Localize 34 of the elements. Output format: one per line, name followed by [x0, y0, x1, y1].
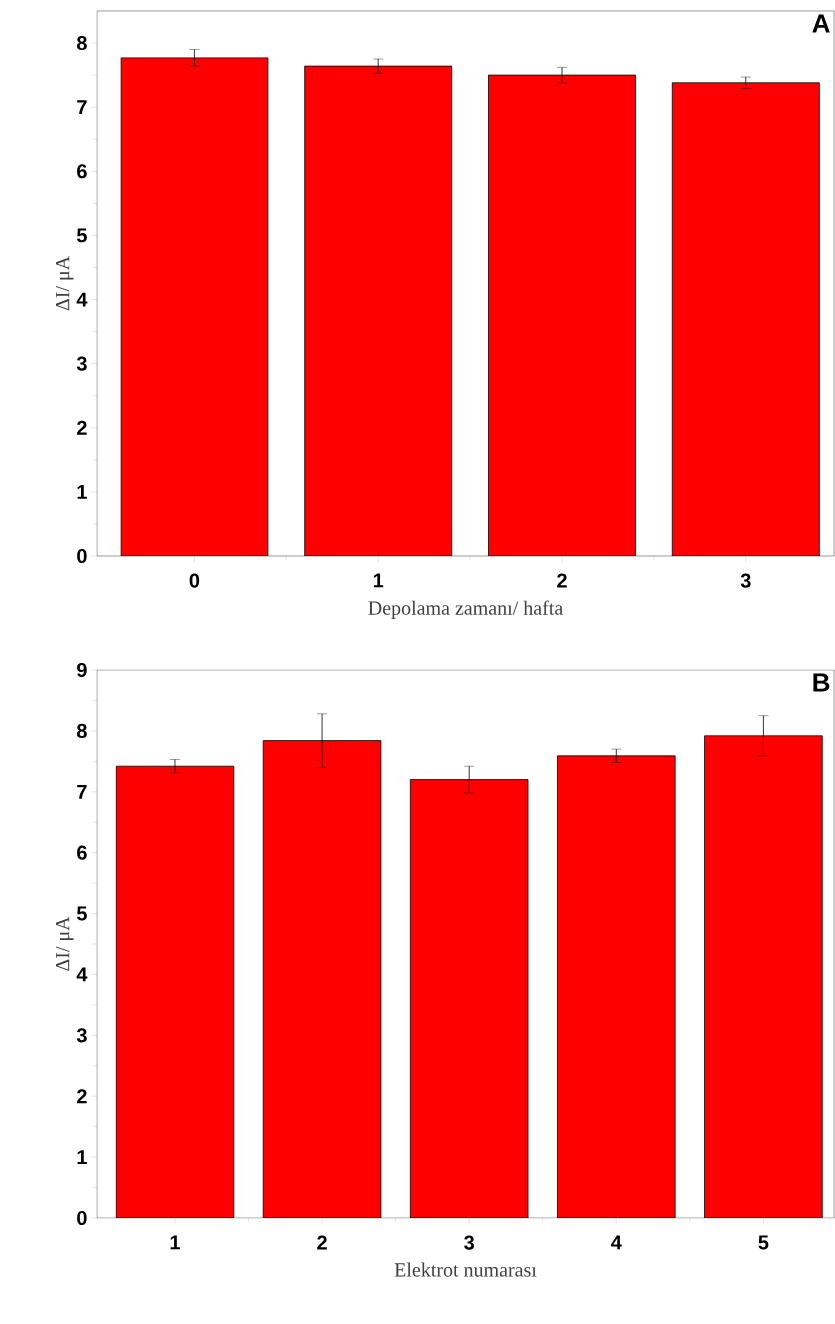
- y-axis-title: ΔI/ μA: [56, 256, 74, 311]
- y-tick-label: 7: [77, 100, 87, 115]
- x-tick-label: 3: [464, 1235, 475, 1250]
- x-tick-label: 1: [170, 1235, 180, 1250]
- y-tick-label: 4: [76, 967, 88, 982]
- y-tick-label: 0: [77, 548, 87, 564]
- y-tick-label: 4: [76, 292, 88, 307]
- x-tick-label: 2: [317, 1235, 327, 1250]
- y-tick-label: 6: [77, 845, 87, 860]
- y-tick-label: 2: [77, 420, 87, 435]
- x-tick-label: 1: [373, 573, 384, 588]
- y-tick-label: 5: [76, 906, 87, 921]
- y-axis-title: ΔI/ μA: [56, 916, 74, 971]
- y-tick-label: 8: [76, 35, 87, 51]
- annotation: A: [812, 14, 830, 33]
- x-tick-label: 3: [740, 573, 751, 588]
- x-tick-label: 2: [557, 573, 567, 588]
- y-tick-label: 0: [77, 1210, 87, 1226]
- annotation: B: [813, 673, 830, 692]
- y-tick-label: 7: [77, 784, 87, 799]
- y-tick-label: 8: [76, 723, 87, 738]
- y-tick-label: 1: [77, 1150, 87, 1164]
- x-axis-title: Depolama zamanı/ hafta: [368, 600, 563, 619]
- y-tick-label: 1: [77, 485, 87, 499]
- y-tick-label: 5: [76, 228, 87, 243]
- x-tick-label: 0: [189, 573, 200, 588]
- y-tick-label: 3: [76, 356, 87, 371]
- x-tick-label: 4: [611, 1235, 622, 1250]
- y-tick-label: 6: [77, 164, 87, 179]
- x-tick-label: 5: [758, 1235, 769, 1250]
- y-tick-label: 9: [77, 662, 87, 678]
- y-tick-label: 2: [77, 1089, 87, 1104]
- y-tick-label: 3: [76, 1028, 87, 1043]
- x-axis-title: Elektrot numarası: [394, 1262, 537, 1277]
